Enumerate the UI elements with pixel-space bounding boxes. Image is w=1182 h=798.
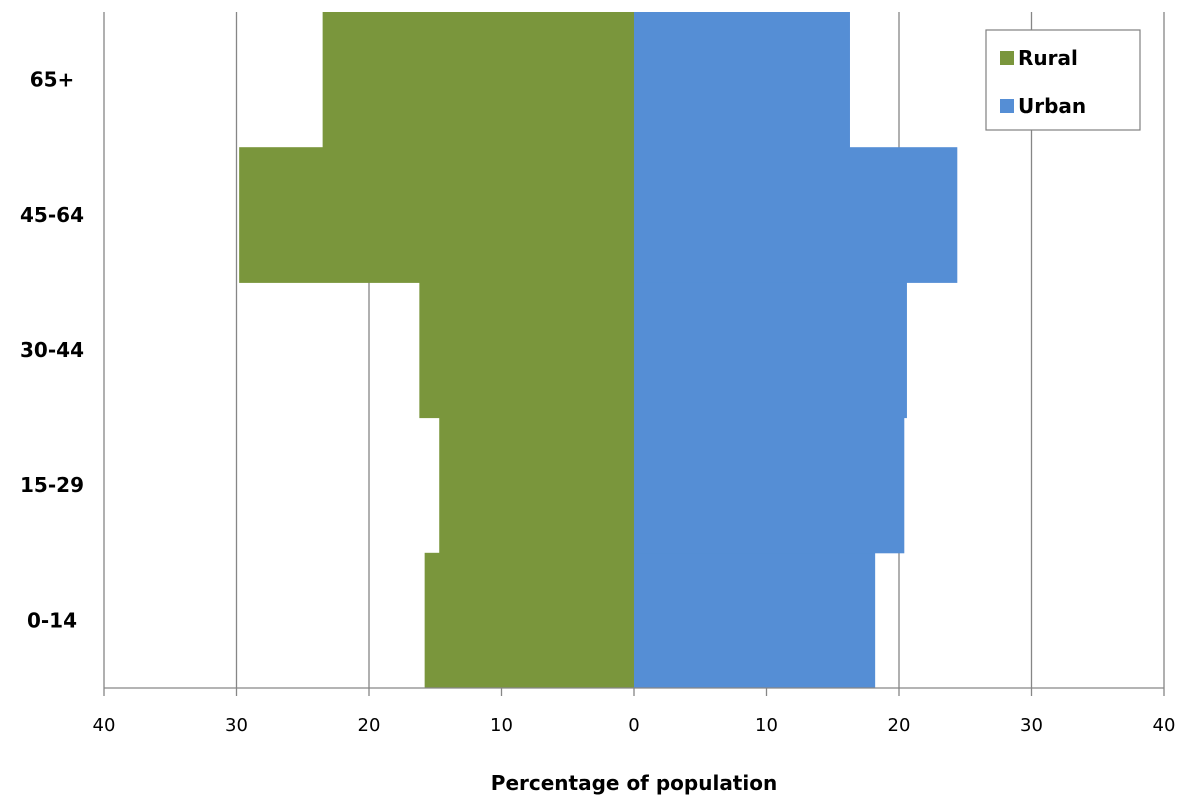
category-labels: 0-14 15-29 30-44 45-64 65+ [20, 68, 84, 633]
x-axis: 40 30 20 10 0 10 20 30 40 [93, 687, 1176, 736]
category-label-15-29: 15-29 [20, 473, 84, 497]
bar-urban-0-14 [634, 552, 876, 689]
bar-urban-45-64 [634, 147, 958, 283]
legend-swatch-rural [1000, 51, 1014, 65]
x-tick-label: 30 [225, 715, 248, 736]
x-tick-label: 40 [1153, 715, 1176, 736]
x-tick-label: 20 [888, 715, 911, 736]
bars [239, 12, 958, 689]
x-tick-label: 10 [490, 715, 513, 736]
category-label-45-64: 45-64 [20, 203, 84, 227]
x-tick-label: 30 [1020, 715, 1043, 736]
x-tick-label: 0 [628, 715, 639, 736]
x-axis-title: Percentage of population [491, 771, 777, 795]
x-tick-label: 20 [358, 715, 381, 736]
bar-urban-15-29 [634, 417, 905, 554]
bar-rural-15-29 [439, 417, 634, 554]
x-tick-label: 10 [755, 715, 778, 736]
x-tick-label: 40 [93, 715, 116, 736]
legend-box [985, 29, 1141, 131]
bar-rural-30-44 [419, 282, 634, 419]
legend: Rural Urban [985, 29, 1141, 131]
bar-urban-65+ [634, 12, 850, 148]
bar-rural-45-64 [239, 147, 634, 283]
bar-rural-65+ [322, 12, 634, 148]
category-label-0-14: 0-14 [27, 608, 77, 632]
bar-rural-0-14 [424, 552, 634, 689]
legend-label-rural: Rural [1018, 46, 1078, 70]
category-label-65+: 65+ [30, 68, 75, 92]
legend-label-urban: Urban [1018, 94, 1086, 118]
legend-swatch-urban [1000, 99, 1014, 113]
bar-urban-30-44 [634, 282, 907, 419]
category-label-30-44: 30-44 [20, 338, 84, 362]
